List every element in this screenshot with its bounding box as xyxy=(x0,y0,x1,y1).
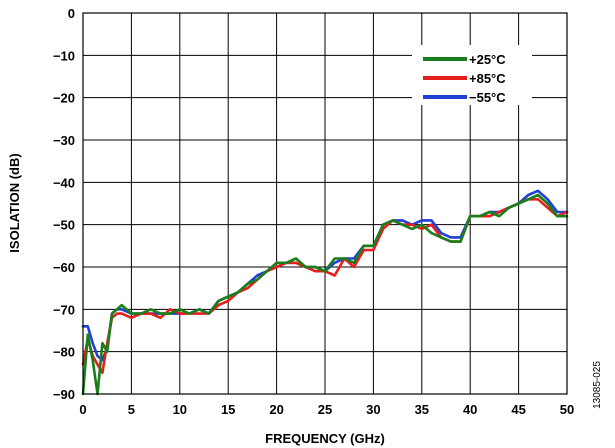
legend: +25°C +85°C −55°C xyxy=(412,45,532,105)
series-line-1 xyxy=(81,193,569,396)
y-tick-label: −20 xyxy=(53,91,75,106)
y-axis-title: ISOLATION (dB) xyxy=(7,153,22,252)
y-tick-label: −30 xyxy=(53,133,75,148)
y-tick-label: −50 xyxy=(53,218,75,233)
y-tick-label: 0 xyxy=(68,6,75,21)
x-axis-title: FREQUENCY (GHz) xyxy=(265,431,385,446)
x-tick-label: 15 xyxy=(221,402,235,417)
y-tick-label: −80 xyxy=(53,345,75,360)
legend-label-3: −55°C xyxy=(469,90,506,105)
legend-label-1: +25°C xyxy=(469,52,506,67)
y-tick-label: −70 xyxy=(53,302,75,317)
x-tick-label: 25 xyxy=(318,402,332,417)
x-tick-labels: 0 5 10 15 20 25 30 35 40 45 50 xyxy=(79,402,574,417)
x-tick-label: 10 xyxy=(173,402,187,417)
series-layer xyxy=(81,189,569,396)
x-tick-label: 50 xyxy=(560,402,574,417)
legend-label-2: +85°C xyxy=(469,71,506,86)
y-tick-label: −60 xyxy=(53,260,75,275)
y-tick-labels: 0 −10 −20 −30 −40 −50 −60 −70 −80 −90 xyxy=(53,6,75,402)
x-tick-label: 20 xyxy=(269,402,283,417)
x-tick-label: 40 xyxy=(463,402,477,417)
plot-frame xyxy=(82,12,568,395)
x-tick-label: 30 xyxy=(366,402,380,417)
y-tick-label: −90 xyxy=(53,387,75,402)
x-tick-label: 35 xyxy=(415,402,429,417)
y-tick-label: −40 xyxy=(53,175,75,190)
y-tick-label: −10 xyxy=(53,48,75,63)
x-tick-label: 0 xyxy=(79,402,86,417)
x-tick-label: 45 xyxy=(511,402,525,417)
figure-id: 13085-025 xyxy=(592,361,603,409)
x-tick-label: 5 xyxy=(128,402,135,417)
